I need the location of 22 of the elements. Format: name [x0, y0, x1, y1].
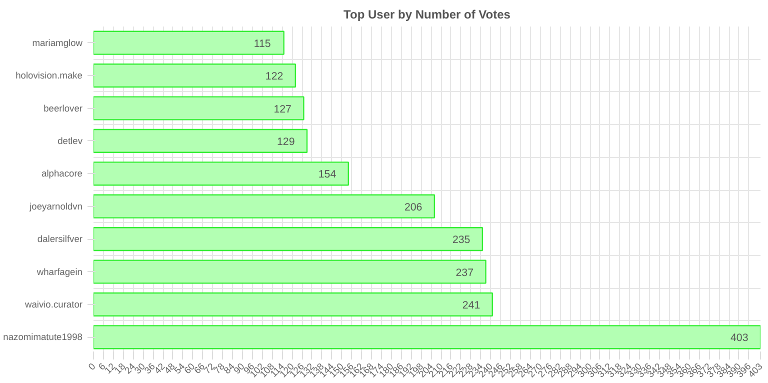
data-label: 122 [265, 70, 284, 83]
y-tick-label: mariamglow [32, 38, 83, 48]
y-tick-label: dalersilfver [37, 234, 83, 244]
y-tick-label: waivio.curator [24, 299, 82, 310]
y-tick-label: nazomimatute1998 [3, 332, 83, 342]
data-label: 127 [274, 103, 292, 116]
data-label: 115 [254, 38, 271, 50]
y-tick-label: beerlover [44, 103, 82, 114]
y-tick-label: joeyarnoldvn [28, 201, 83, 212]
y-tick-label: alphacore [42, 168, 83, 179]
data-label: 403 [730, 332, 748, 344]
data-label: 206 [404, 201, 422, 214]
y-tick-label: wharfagein [36, 266, 83, 277]
y-tick-label: detlev [58, 136, 83, 146]
y-tick-label: holovision.make [16, 70, 83, 81]
data-label: 129 [277, 136, 295, 148]
data-label: 237 [456, 266, 474, 279]
chart-title: Top User by Number of Votes [344, 8, 511, 22]
data-label: 235 [452, 234, 470, 246]
data-label: 154 [318, 168, 336, 181]
data-label: 241 [462, 299, 480, 312]
x-tick-label: 0 [86, 361, 98, 372]
